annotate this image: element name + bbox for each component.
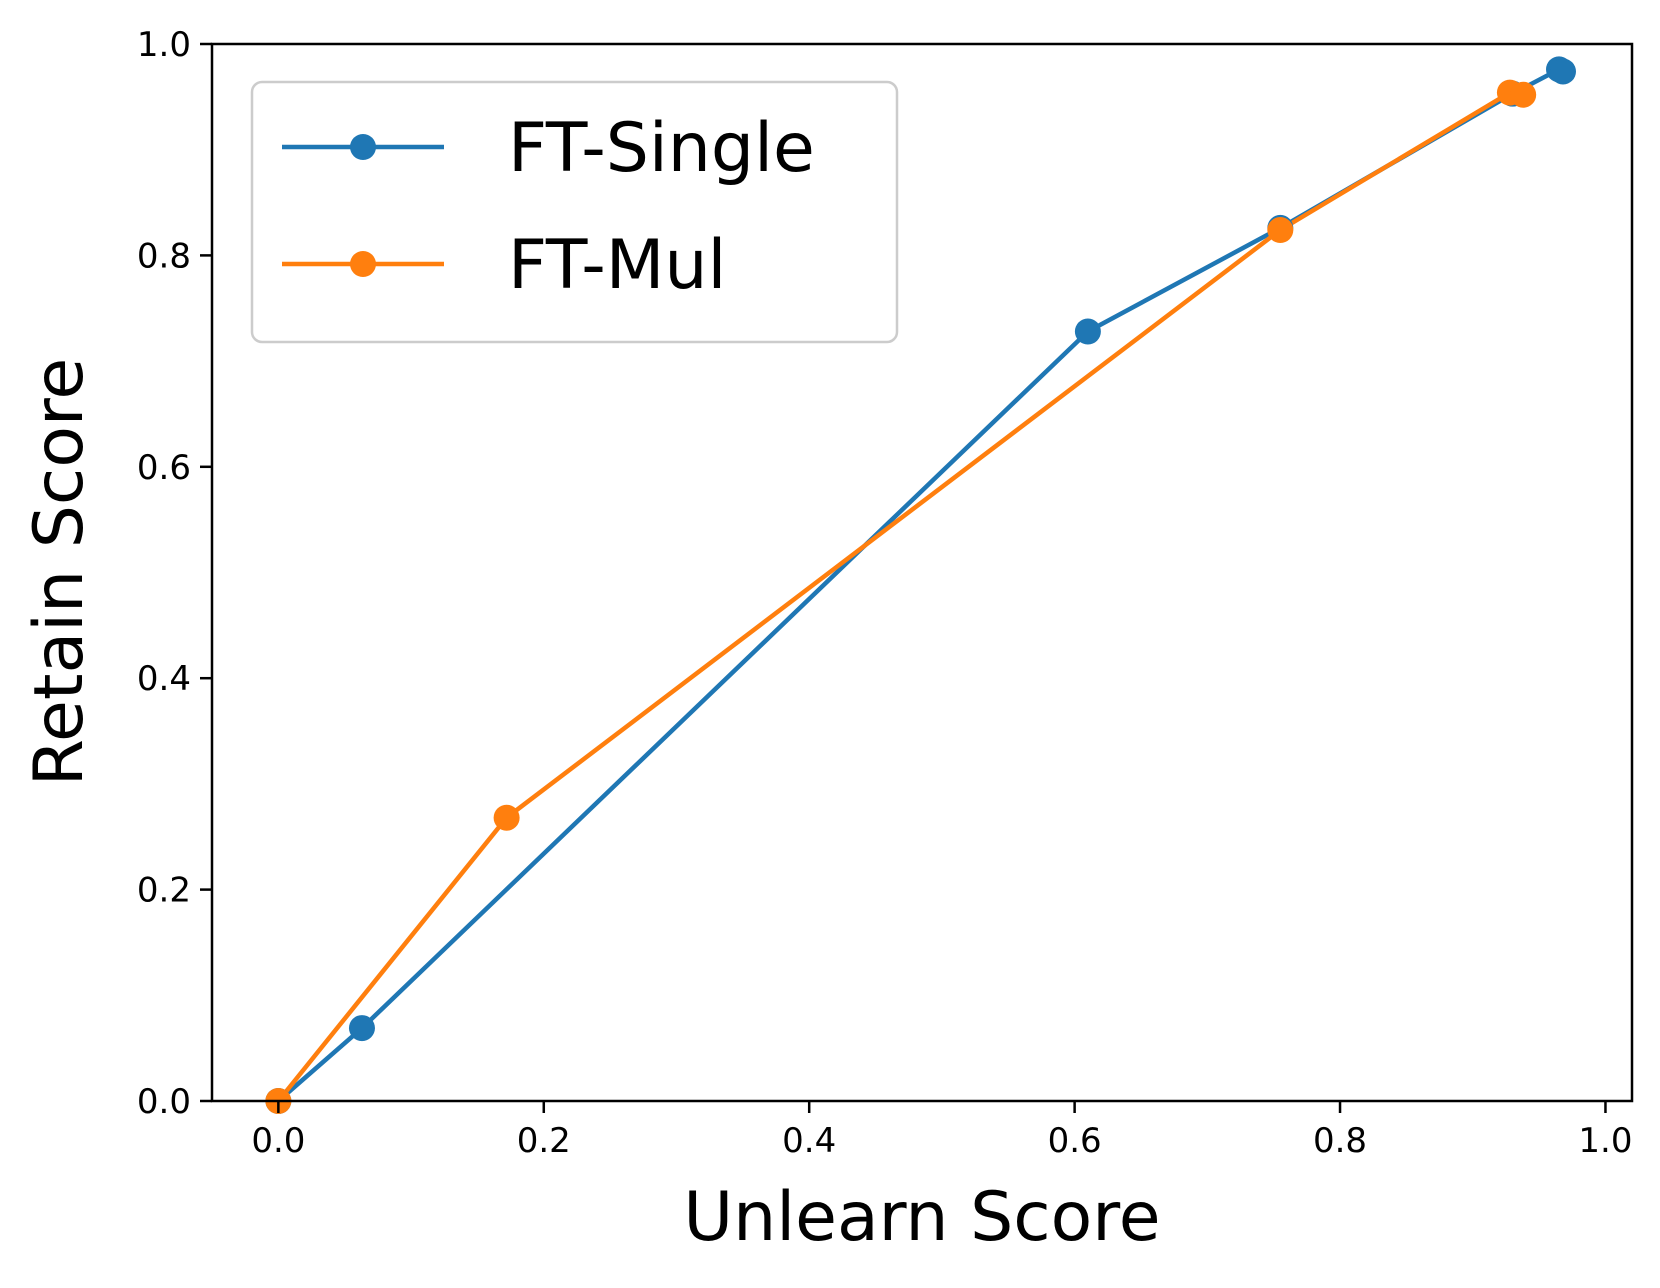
legend-ft-single-marker (350, 134, 376, 160)
data-point-ft-mul (1267, 217, 1294, 244)
x-tick-label: 0.8 (1313, 1121, 1367, 1161)
y-tick-label: 0.6 (137, 448, 191, 488)
legend: FT-Single FT-Mul (250, 80, 899, 344)
y-axis-title: Retain Score (20, 358, 99, 786)
data-point-ft-mul (1510, 81, 1537, 108)
data-point-ft-single (1074, 318, 1101, 345)
y-tick-label: 1.0 (137, 25, 191, 65)
data-point-ft-mul (493, 804, 520, 831)
data-point-ft-single (348, 1015, 375, 1042)
data-point-ft-single (1549, 58, 1576, 85)
x-tick-label: 1.0 (1578, 1121, 1632, 1161)
x-tick-label: 0.2 (517, 1121, 571, 1161)
legend-ft-single-label: FT-Single (508, 109, 815, 188)
y-axis-ticks: 0.0 0.2 0.4 0.6 0.8 1.0 (137, 25, 212, 1122)
x-tick-label: 0.6 (1048, 1121, 1102, 1161)
x-axis-ticks: 0.0 0.2 0.4 0.6 0.8 1.0 (251, 1101, 1632, 1161)
y-tick-label: 0.0 (137, 1082, 191, 1122)
legend-ft-mul-marker (350, 251, 376, 277)
x-axis-title: Unlearn Score (683, 1178, 1160, 1257)
y-tick-label: 0.8 (137, 236, 191, 276)
x-tick-label: 0.0 (251, 1121, 305, 1161)
x-tick-label: 0.4 (782, 1121, 836, 1161)
plot-frame (210, 42, 1634, 1103)
legend-ft-mul-label: FT-Mul (508, 226, 726, 305)
y-tick-label: 0.2 (137, 871, 191, 911)
y-tick-label: 0.4 (137, 659, 191, 699)
